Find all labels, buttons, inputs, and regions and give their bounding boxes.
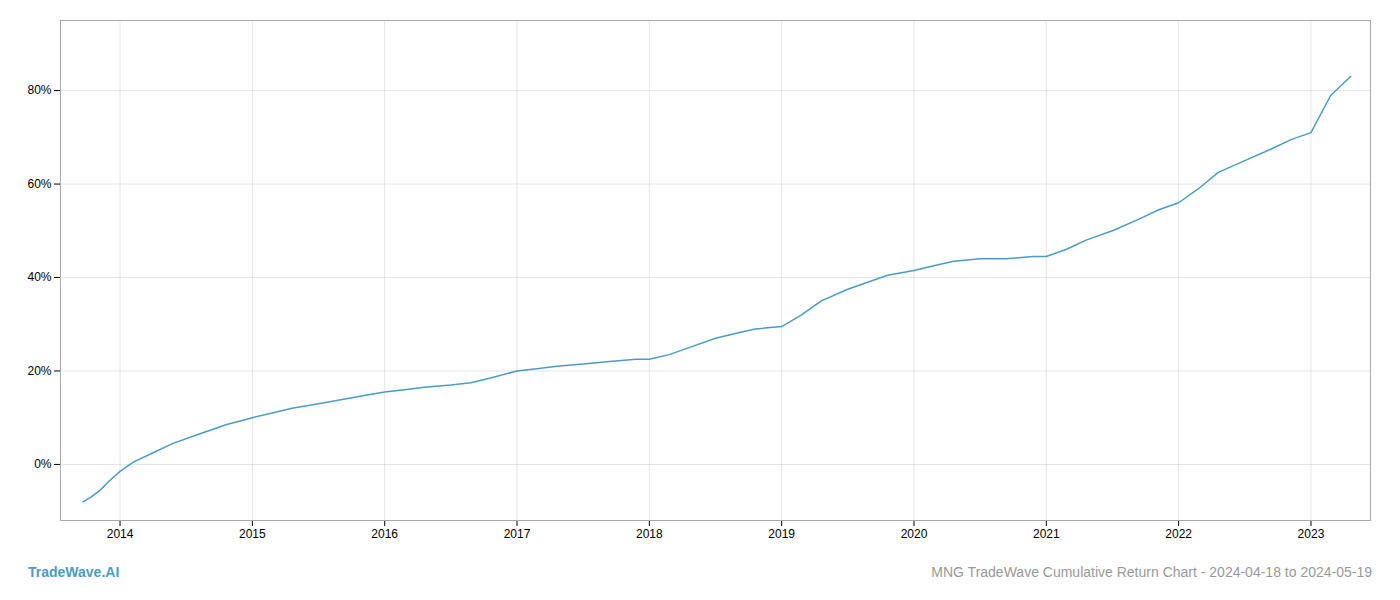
svg-text:0%: 0% [34,457,52,471]
svg-text:2019: 2019 [768,527,795,541]
html-text:TradeWave.AI: TradeWave.AI [28,564,120,580]
svg-text:2022: 2022 [1165,527,1192,541]
svg-text:60%: 60% [27,177,51,191]
svg-text:2023: 2023 [1298,527,1325,541]
svg-text:20%: 20% [27,364,51,378]
svg-text:2015: 2015 [239,527,266,541]
svg-text:40%: 40% [27,270,51,284]
svg-text:2020: 2020 [901,527,928,541]
svg-text:2018: 2018 [636,527,663,541]
svg-text:2016: 2016 [371,527,398,541]
svg-text:2017: 2017 [504,527,531,541]
html-text:MNG TradeWave Cumulative Retur: MNG TradeWave Cumulative Return Chart - … [931,564,1372,580]
svg-text:2014: 2014 [107,527,134,541]
svg-text:2021: 2021 [1033,527,1060,541]
svg-text:80%: 80% [27,83,51,97]
